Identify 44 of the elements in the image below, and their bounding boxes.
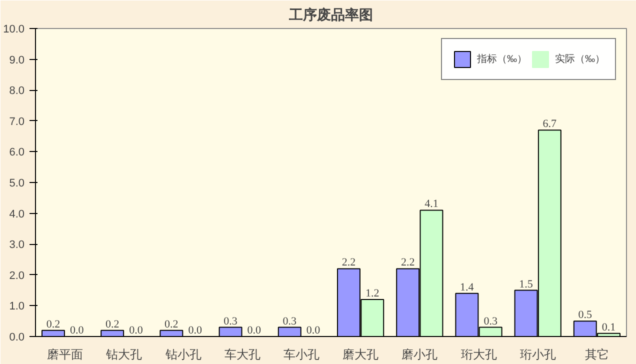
y-tick-label: 6.0 bbox=[9, 146, 25, 159]
y-tick-label: 4.0 bbox=[9, 208, 25, 220]
data-label: 0.1 bbox=[602, 321, 616, 334]
x-tick-label: 钻小孔 bbox=[164, 348, 202, 362]
x-tick-label: 磨小孔 bbox=[402, 348, 438, 362]
data-label: 0.2 bbox=[164, 318, 178, 330]
data-label: 2.2 bbox=[400, 256, 415, 269]
data-label: 0.2 bbox=[46, 318, 60, 330]
data-label: 2.2 bbox=[342, 256, 356, 269]
data-label: 0.3 bbox=[224, 315, 238, 328]
legend-label: 指标（‰） bbox=[477, 52, 527, 66]
data-label: 0.2 bbox=[105, 318, 120, 330]
y-tick-label: 7.0 bbox=[9, 116, 25, 128]
data-label: 1.5 bbox=[519, 278, 534, 290]
y-tick-label: 0.0 bbox=[9, 332, 25, 344]
y-tick-label: 1.0 bbox=[9, 300, 25, 313]
y-tick-label: 10.0 bbox=[3, 24, 25, 36]
data-label: 0.0 bbox=[247, 324, 262, 336]
data-label: 0.5 bbox=[578, 309, 593, 322]
x-tick-label: 磨大孔 bbox=[342, 348, 379, 362]
data-label: 0.0 bbox=[306, 324, 321, 336]
data-label: 0.0 bbox=[70, 324, 84, 336]
data-label: 0.3 bbox=[484, 315, 498, 328]
data-label: 0.0 bbox=[188, 324, 202, 336]
data-label: 6.7 bbox=[542, 118, 558, 130]
data-label: 0.0 bbox=[129, 324, 144, 336]
y-tick-label: 3.0 bbox=[9, 239, 25, 252]
chart-title: 工序废品率图 bbox=[288, 6, 373, 24]
data-label: 1.2 bbox=[365, 288, 380, 300]
x-tick-label: 珩大孔 bbox=[460, 348, 497, 362]
y-tick-label: 2.0 bbox=[9, 270, 25, 282]
y-tick-label: 9.0 bbox=[9, 54, 25, 66]
y-tick-label: 8.0 bbox=[9, 85, 25, 98]
x-tick-label: 珩小孔 bbox=[520, 348, 556, 362]
data-label: 1.4 bbox=[460, 281, 474, 294]
data-label: 4.1 bbox=[424, 198, 438, 210]
x-tick-label: 车小孔 bbox=[283, 348, 320, 362]
data-label: 0.3 bbox=[282, 315, 298, 328]
legend-label: 实际（‰） bbox=[555, 52, 605, 66]
x-tick-label: 其它 bbox=[584, 348, 609, 362]
x-tick-label: 钻大孔 bbox=[105, 348, 142, 362]
x-tick-label: 车大孔 bbox=[224, 348, 260, 362]
y-tick-label: 5.0 bbox=[9, 178, 25, 190]
x-tick-label: 磨平面 bbox=[47, 348, 84, 362]
